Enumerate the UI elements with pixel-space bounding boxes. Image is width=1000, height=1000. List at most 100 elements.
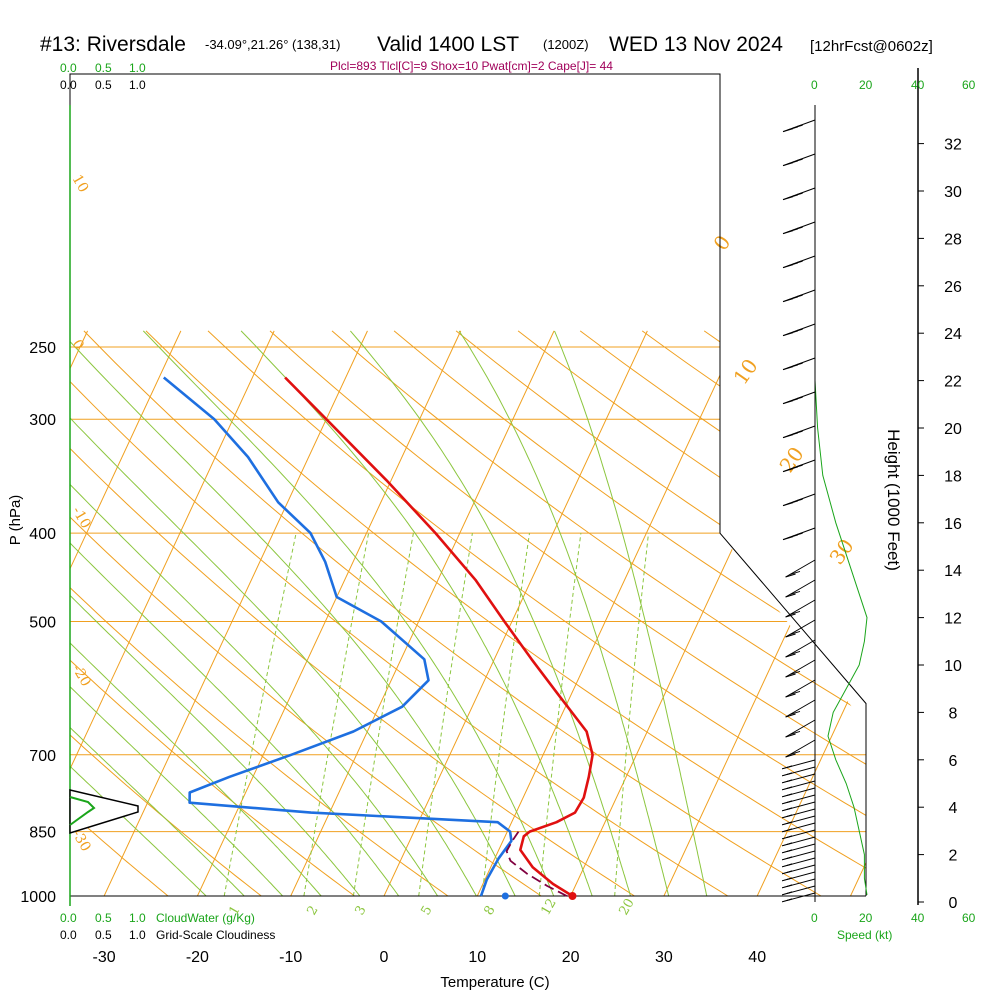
wind-barb: [782, 829, 816, 840]
dry-adiabat: [83, 330, 855, 896]
pressure-tick-label: 250: [29, 340, 56, 357]
cloudwater-shape: [69, 796, 96, 826]
wind-barb-feather: [786, 870, 793, 873]
cloudiness-bottom-05: 0.5: [95, 928, 112, 942]
wind-barb-feather: [789, 670, 801, 675]
wind-barb: [782, 766, 816, 777]
dry-adiabat: [393, 330, 866, 896]
isotherm-line: [70, 330, 182, 896]
wind-barb-feather: [785, 673, 796, 678]
isotherm-label: -10: [69, 504, 94, 532]
wind-barb: [782, 794, 816, 805]
wind-barb-feather: [786, 772, 793, 775]
moist-adiabat: [70, 330, 413, 896]
temperature-tick-label: 40: [748, 949, 766, 966]
wind-barb-feather: [786, 779, 793, 782]
cloudiness-shape: [69, 789, 139, 835]
height-tick-label: 26: [944, 279, 962, 296]
dry-adiabat: [70, 330, 666, 896]
wind-barb-feather: [797, 260, 803, 263]
cloudwater-top-1: 1.0: [129, 61, 146, 75]
wind-barb: [782, 878, 816, 889]
dry-adiabat: [70, 330, 382, 896]
forecast-date: WED 13 Nov 2024: [609, 33, 783, 56]
temperature-profile: [284, 376, 594, 898]
wind-barb: [782, 871, 816, 882]
wind-barb-feather: [797, 464, 803, 467]
moist-adiabat: [142, 330, 563, 896]
isotherm-label: 0: [708, 231, 735, 255]
wind-barb-feather: [797, 430, 803, 433]
wind-barb: [782, 843, 816, 854]
profile-layer: 1 2 3 5 8 12 20100-10-20-300102030250300400500…: [20, 73, 867, 966]
station-title: #13: Riversdale: [40, 33, 186, 56]
moist-adiabat: [70, 330, 301, 896]
height-tick-label: 2: [949, 848, 958, 865]
wind-barb-feather: [786, 786, 793, 789]
wind-barb: [782, 289, 816, 303]
speed-label: Speed (kt): [837, 928, 892, 942]
wind-barb-feather: [797, 362, 803, 365]
dry-adiabat: [145, 330, 866, 896]
dry-adiabat: [70, 330, 476, 896]
wind-barb: [782, 801, 816, 812]
speed-bottom-0: 0: [811, 911, 818, 925]
moist-adiabat: [350, 330, 637, 896]
pressure-tick-label: 850: [29, 825, 56, 842]
forecast-run: [12hrFcst@0602z]: [810, 38, 933, 55]
isotherm-line: [561, 330, 835, 896]
cloudiness-top-05: 0.5: [95, 78, 112, 92]
wind-barb-feather: [785, 613, 796, 618]
mixing-ratio-label: 8: [481, 903, 498, 918]
height-tick-label: 30: [944, 184, 962, 201]
dry-adiabat: [331, 330, 866, 896]
moist-adiabat: [70, 330, 376, 896]
parcel-profile: [505, 831, 568, 897]
wind-barb: [782, 787, 816, 798]
dry-adiabat: [70, 330, 571, 896]
dewpoint-profile: [162, 376, 513, 897]
pressure-tick-label: 700: [29, 748, 56, 765]
wind-barb: [782, 391, 816, 405]
wind-barb: [785, 579, 816, 598]
wind-barb-feather: [789, 750, 801, 755]
wind-barb-feather: [785, 693, 796, 698]
wind-barb-feather: [797, 158, 803, 161]
mixing-ratio-line: [418, 533, 473, 896]
height-tick-label: 24: [944, 326, 962, 343]
isotherm-label: 10: [728, 354, 762, 389]
isotherm-line: [374, 330, 648, 896]
height-tick-label: 20: [944, 421, 962, 438]
wind-barb: [785, 559, 816, 578]
wind-barb: [785, 639, 816, 658]
moist-adiabat: [70, 330, 488, 896]
wind-barb-feather: [786, 842, 793, 845]
wind-barb-feather: [797, 192, 803, 195]
wind-barb: [785, 699, 816, 718]
speed-top-40: 40: [911, 78, 925, 92]
pressure-tick-label: 500: [29, 615, 56, 632]
dry-adiabat: [517, 330, 866, 896]
temperature-tick-label: -10: [279, 949, 302, 966]
diagram-frame: [69, 73, 867, 896]
wind-barb-feather: [789, 570, 801, 575]
wind-barb-feather: [786, 849, 793, 852]
wind-barb-feather: [797, 226, 803, 229]
height-tick-label: 0: [949, 895, 958, 912]
y-axis-label: P (hPa): [7, 495, 24, 546]
wind-barb-feather: [786, 807, 793, 810]
wind-barb: [782, 357, 816, 371]
moist-adiabat: [458, 330, 675, 896]
dry-adiabat: [828, 330, 866, 896]
wind-barb: [785, 599, 816, 618]
wind-barb-feather: [785, 593, 796, 598]
grid-layer: [70, 330, 866, 896]
wind-barb-feather: [785, 653, 796, 658]
wind-barb-feather: [797, 294, 803, 297]
wind-barb-feather: [786, 835, 793, 838]
mixing-ratio-line: [223, 532, 297, 896]
cloudwater-bottom-1: 1.0: [129, 911, 146, 925]
dry-adiabat: [455, 330, 866, 896]
height-tick-label: 18: [944, 468, 962, 485]
